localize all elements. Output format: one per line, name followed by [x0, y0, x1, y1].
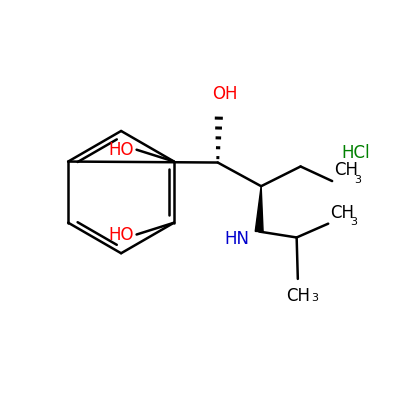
Polygon shape [255, 186, 263, 232]
Text: OH: OH [212, 85, 238, 103]
Text: CH: CH [330, 204, 354, 222]
Text: CH: CH [286, 287, 310, 305]
Text: CH: CH [334, 161, 358, 179]
Text: 3: 3 [355, 175, 362, 185]
Text: HCl: HCl [342, 144, 370, 162]
Text: HO: HO [108, 141, 134, 159]
Text: HO: HO [108, 226, 134, 244]
Text: HN: HN [224, 230, 249, 248]
Text: 3: 3 [311, 293, 318, 303]
Text: 3: 3 [351, 217, 358, 227]
